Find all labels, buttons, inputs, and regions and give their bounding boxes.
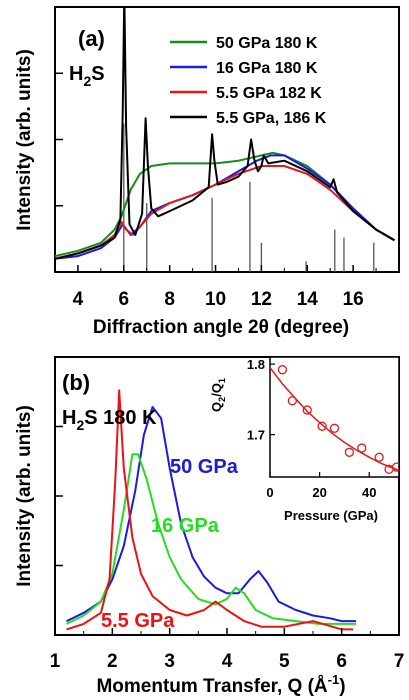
x-tick-label-12: 12: [251, 289, 272, 310]
inset-fit-line: [270, 367, 399, 472]
inset-ylabel: Q2/Q1: [209, 378, 227, 412]
panel-b-sample: H2S 180 K: [62, 407, 157, 433]
x-tick-label-10: 10: [205, 289, 226, 310]
x-tick-label-6: 6: [336, 651, 347, 672]
inset-x-tick-label-0: 0: [266, 485, 273, 500]
inset-point-5: [344, 447, 355, 457]
series-label-5p5gpa: 5.5 GPa: [101, 610, 175, 632]
inset-point-0: [277, 365, 288, 375]
panel-a: 4 6 8 10 12 14 16 (a) H2S 50 GPa 180 K 16 GPa 1…: [14, 6, 400, 338]
panel-a-sample: H2S: [69, 63, 105, 89]
legend-entry-16-gpa-180-k: 16 GPa 180 K: [216, 60, 318, 77]
inset-point-6: [357, 443, 367, 453]
panel-b-xlabel: Momentum Transfer, Q (Å-1): [96, 672, 345, 697]
legend: 50 GPa 180 K 16 GPa 180 K 5.5 GPa 182 K 5.5…: [170, 35, 327, 127]
series-5-5-gpa-186-k: [55, 7, 395, 260]
x-tick-label-4: 4: [222, 651, 233, 672]
inset-xlabel: Pressure (GPa): [284, 508, 378, 523]
x-tick-label-1: 1: [50, 651, 61, 672]
panel-a-ylabel: Intensity (arb. units): [14, 49, 35, 231]
panel-a-series: [55, 7, 395, 260]
x-tick-label-2: 2: [107, 651, 118, 672]
series-label-50gpa: 50 GPa: [170, 456, 239, 478]
inset-x-tick-label-40: 40: [362, 485, 376, 500]
panel-b-series: [66, 389, 356, 631]
panel-a-label: (a): [78, 26, 105, 51]
inset-frame: [269, 356, 400, 478]
x-tick-label-14: 14: [297, 289, 319, 310]
panel-b: 1 2 3 4 5 6 7 (b) H2S 180 K 50 GPa 16 GPa 5.5 …: [14, 356, 405, 697]
x-tick-label-3: 3: [164, 651, 175, 672]
inset-point-4: [329, 423, 340, 433]
inset-y-tick-label-1.8: 1.8: [247, 357, 265, 372]
inset-marks: [270, 365, 399, 474]
panel-b-label: (b): [62, 370, 90, 395]
panel-b-ylabel: Intensity (arb. units): [14, 405, 35, 587]
reference-lines: [123, 123, 375, 272]
x-tick-label-7: 7: [394, 651, 405, 672]
legend-entry-5-5-gpa-186-k: 5.5 GPa, 186 K: [216, 110, 327, 127]
x-tick-label-16: 16: [343, 289, 364, 310]
x-tick-label-6: 6: [119, 289, 130, 310]
series-16-gpa: [66, 453, 356, 625]
inset-ticks: 0 20 40 1.7 1.8: [247, 357, 377, 500]
inset-point-1: [287, 396, 297, 406]
series-5-5-gpa: [66, 389, 354, 631]
legend-entry-5-5-gpa-182-k: 5.5 GPa 182 K: [216, 85, 322, 102]
x-tick-label-4: 4: [73, 289, 84, 310]
inset-x-tick-label-20: 20: [312, 485, 326, 500]
panel-a-xlabel: Diffraction angle 2θ (degree): [93, 317, 349, 338]
x-tick-label-5: 5: [279, 651, 290, 672]
x-tick-label-8: 8: [164, 289, 175, 310]
series-label-16gpa: 16 GPa: [151, 515, 220, 537]
inset-plot: 0 20 40 1.7 1.8 Q2/Q1 Pressure (GPa): [209, 356, 400, 523]
panel-b-ticks: 1 2 3 4 5 6 7: [50, 425, 405, 672]
inset-point-2: [302, 405, 312, 415]
inset-point-9: [391, 462, 399, 472]
inset-point-3: [317, 421, 327, 431]
inset-y-tick-label-1.7: 1.7: [247, 428, 265, 443]
series-50-gpa: [66, 406, 356, 623]
inset-point-7: [374, 452, 384, 462]
panel-a-ticks: 4 6 8 10 12 14 16: [54, 72, 400, 310]
legend-entry-50-gpa-180-k: 50 GPa 180 K: [216, 35, 318, 52]
